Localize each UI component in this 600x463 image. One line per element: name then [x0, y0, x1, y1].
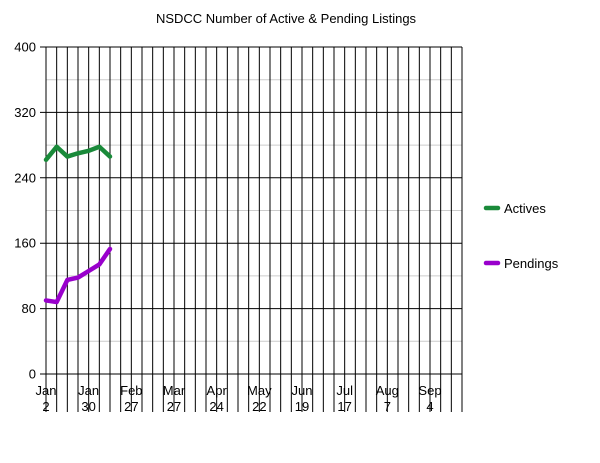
- x-tick-label-month: Aug: [376, 383, 399, 398]
- axes: 080160240320400Jan2Jan30Feb27Mar27Apr24M…: [14, 40, 441, 415]
- x-tick-label-day: 30: [81, 399, 95, 414]
- legend-label: Actives: [504, 201, 546, 216]
- x-tick-label-day: 4: [426, 399, 433, 414]
- y-tick-label: 160: [14, 236, 36, 251]
- y-tick-label: 240: [14, 170, 36, 185]
- x-tick-label-day: 27: [167, 399, 181, 414]
- legend-label: Pendings: [504, 256, 559, 271]
- x-tick-label-month: Jun: [292, 383, 313, 398]
- y-tick-label: 320: [14, 105, 36, 120]
- legend: Actives Pendings: [483, 201, 559, 271]
- y-tick-label: 400: [14, 40, 36, 55]
- x-tick-label-day: 17: [337, 399, 351, 414]
- x-tick-label-month: May: [247, 383, 272, 398]
- x-tick-label-month: Apr: [207, 383, 228, 398]
- grid: [40, 46, 463, 412]
- series-line-pendings: [43, 246, 113, 305]
- x-tick-label-day: 27: [124, 399, 138, 414]
- x-tick-label-month: Jan: [78, 383, 99, 398]
- x-tick-label-day: 7: [384, 399, 391, 414]
- y-tick-label: 0: [29, 367, 36, 382]
- x-tick-label-month: Sep: [418, 383, 441, 398]
- x-tick-label-month: Jul: [336, 383, 353, 398]
- series-lines: [43, 144, 113, 305]
- x-tick-label-month: Mar: [163, 383, 186, 398]
- x-tick-label-day: 2: [42, 399, 49, 414]
- x-tick-label-month: Feb: [120, 383, 142, 398]
- y-tick-label: 80: [22, 301, 36, 316]
- x-tick-label-day: 24: [209, 399, 223, 414]
- series-line-actives: [43, 144, 113, 163]
- chart-title: NSDCC Number of Active & Pending Listing…: [156, 11, 417, 26]
- x-tick-label-month: Jan: [36, 383, 57, 398]
- x-tick-label-day: 22: [252, 399, 266, 414]
- x-tick-label-day: 19: [295, 399, 309, 414]
